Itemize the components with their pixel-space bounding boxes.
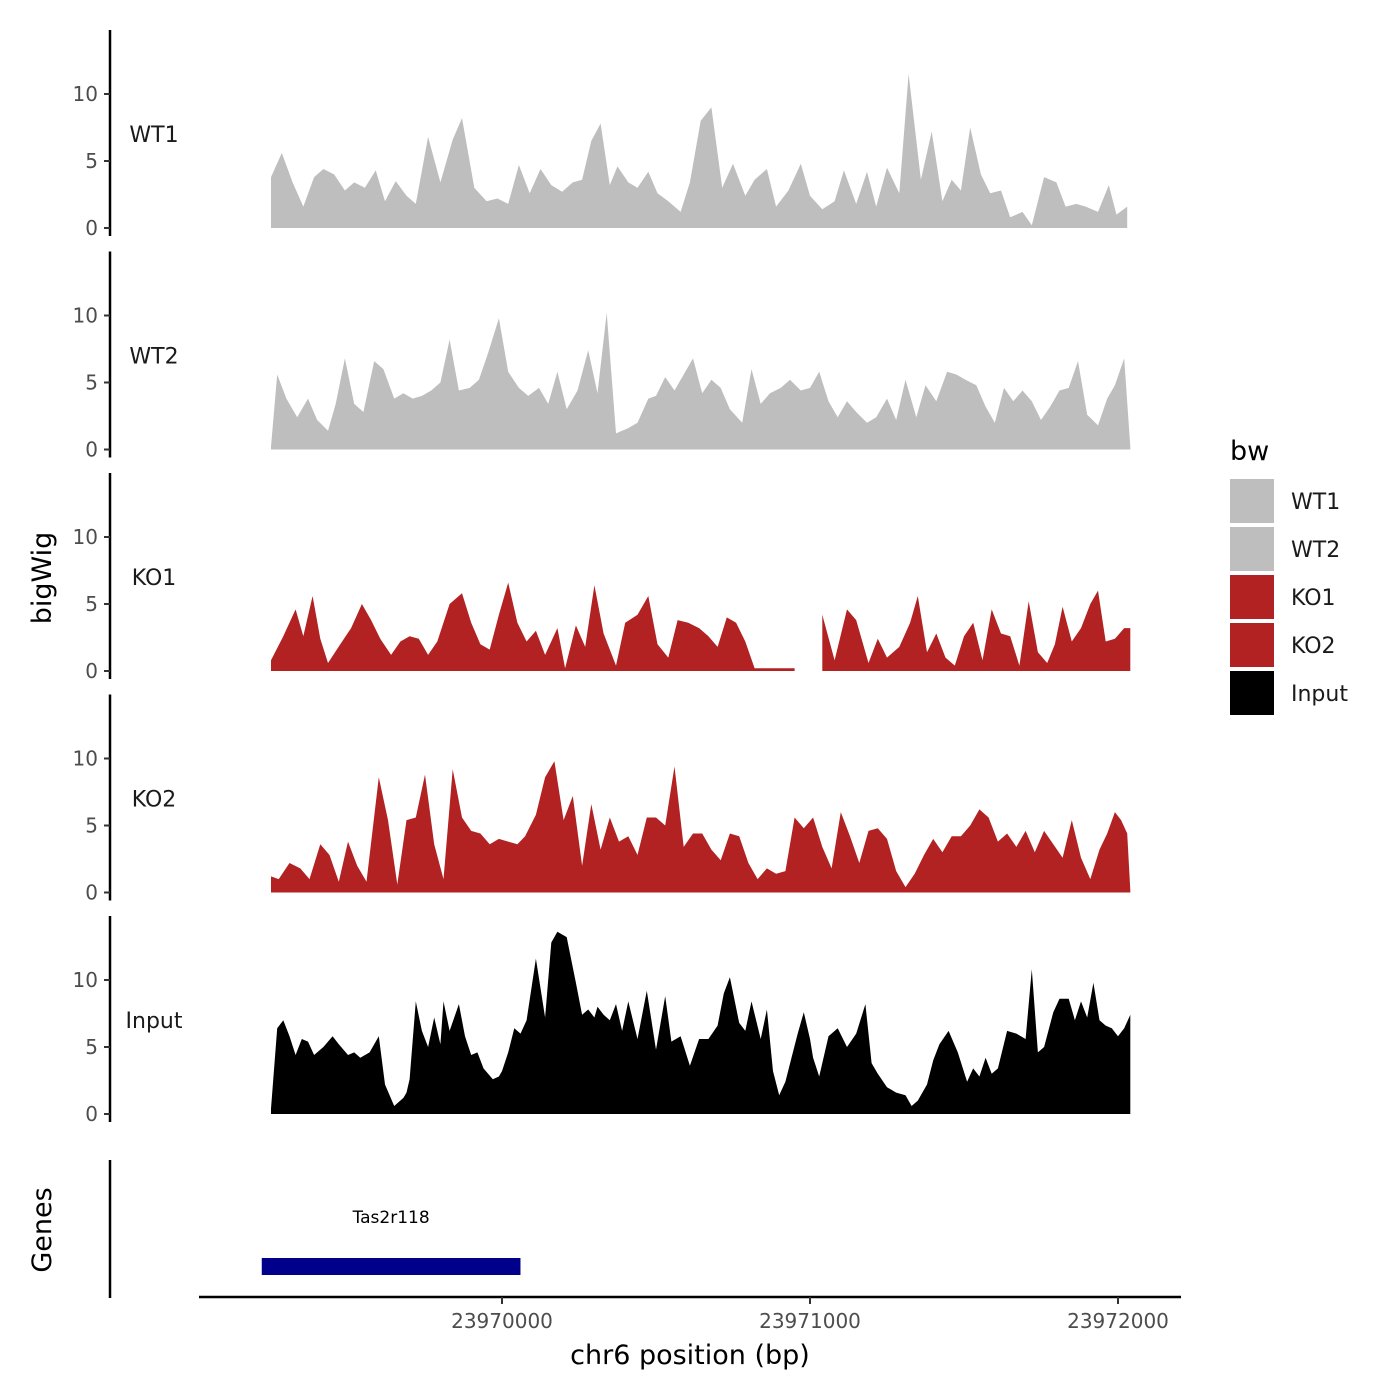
y-tick-label: 5: [85, 592, 98, 616]
legend-label: KO2: [1291, 634, 1336, 659]
track-label: Input: [126, 1009, 183, 1034]
x-axis-title: chr6 position (bp): [570, 1340, 810, 1371]
y-tick-label: 10: [73, 82, 98, 106]
legend-key-ko1: [1228, 573, 1276, 621]
y-tick-label: 10: [73, 525, 98, 549]
legend-key-input: [1228, 669, 1276, 717]
gene-body: [261, 1258, 521, 1275]
legend-label: Input: [1291, 682, 1348, 707]
y-tick-label: 0: [85, 438, 98, 462]
y-tick-label: 0: [85, 1102, 98, 1126]
y-tick-label: 5: [85, 371, 98, 395]
legend-label: KO1: [1291, 586, 1336, 611]
y-tick-label: 5: [85, 1035, 98, 1059]
legend: bw WT1 WT2 KO1 KO2 Input: [1228, 436, 1348, 717]
signal-area-ko1: [822, 590, 1131, 671]
x-tick-label: 23970000: [451, 1309, 553, 1333]
y-tick-label: 0: [85, 659, 98, 683]
track-label: WT2: [129, 345, 178, 370]
signal-area-input: [271, 931, 1131, 1114]
signal-area-wt2: [271, 312, 1131, 450]
gene-label: Tas2r118: [352, 1208, 430, 1228]
genes-axis-title: Genes: [27, 1187, 58, 1272]
y-tick-label: 0: [85, 881, 98, 905]
y-tick-label: 10: [73, 304, 98, 328]
x-tick-label: 23972000: [1067, 1309, 1169, 1333]
signal-area-ko2: [271, 761, 1131, 893]
y-tick-label: 5: [85, 149, 98, 173]
track-label: WT1: [129, 123, 178, 148]
legend-label: WT1: [1291, 490, 1340, 515]
y-tick-label: 0: [85, 216, 98, 240]
y-tick-label: 10: [73, 968, 98, 992]
signal-area-wt1: [271, 73, 1128, 229]
x-axis: 23970000 23971000 23972000: [199, 1295, 1181, 1333]
bigwig-tracks: 0 5 10 WT1 0 5 10 WT2 0 5 10 KO1 0 5 10 KO2 0 5 10 Input: [73, 30, 1131, 1126]
track-wt2: 0 5 10 WT2: [73, 251, 1131, 462]
genes-track: Tas2r118: [108, 1160, 521, 1298]
legend-key-ko2: [1228, 621, 1276, 669]
legend-title: bw: [1230, 436, 1269, 467]
track-input: 0 5 10 Input: [73, 916, 1131, 1126]
legend-key-wt2: [1228, 525, 1276, 573]
y-tick-label: 5: [85, 814, 98, 838]
x-tick-label: 23971000: [759, 1309, 861, 1333]
track-ko2: 0 5 10 KO2: [73, 694, 1131, 905]
y-axis-title: bigWig: [27, 532, 58, 625]
y-tick-label: 10: [73, 747, 98, 771]
track-ko1: 0 5 10 KO1: [73, 473, 1131, 683]
track-wt1: 0 5 10 WT1: [73, 30, 1128, 240]
legend-key-wt1: [1228, 477, 1276, 525]
track-label: KO2: [132, 788, 177, 813]
legend-label: WT2: [1291, 538, 1340, 563]
track-label: KO1: [132, 566, 177, 591]
signal-area-ko1: [271, 582, 795, 671]
